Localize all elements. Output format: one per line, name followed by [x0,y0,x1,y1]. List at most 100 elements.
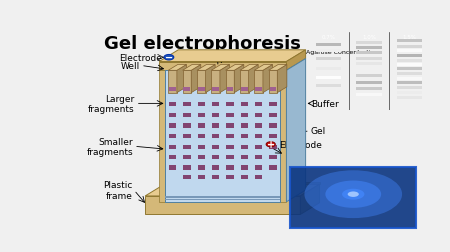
Bar [356,52,382,55]
Polygon shape [225,71,234,93]
Polygon shape [241,145,248,150]
Polygon shape [166,197,280,198]
Polygon shape [270,124,277,128]
Circle shape [164,55,174,61]
Bar [396,55,423,58]
Polygon shape [169,166,176,170]
Polygon shape [270,166,277,170]
Polygon shape [198,155,205,160]
Bar [396,73,423,76]
Polygon shape [198,103,205,107]
Bar [315,50,342,53]
Bar [356,75,382,78]
Polygon shape [270,135,277,139]
Polygon shape [169,114,176,118]
Text: Electrode: Electrode [119,53,162,62]
Polygon shape [206,65,215,93]
Polygon shape [177,65,186,93]
Polygon shape [159,62,287,71]
Polygon shape [212,145,219,150]
Polygon shape [183,114,190,118]
Polygon shape [241,114,248,118]
Polygon shape [145,184,320,196]
Polygon shape [183,103,190,107]
Polygon shape [241,175,248,179]
Polygon shape [212,175,219,179]
Polygon shape [212,135,219,139]
Polygon shape [226,114,234,118]
Polygon shape [169,88,176,92]
Bar [396,59,423,62]
Polygon shape [212,65,230,71]
Text: 0.7%: 0.7% [322,35,335,40]
Bar [356,69,382,72]
Polygon shape [255,145,262,150]
Polygon shape [198,135,205,139]
Polygon shape [183,71,191,93]
Text: Gel: Gel [311,127,326,136]
Polygon shape [212,155,219,160]
Polygon shape [240,65,258,71]
Polygon shape [183,175,190,179]
Bar [396,77,423,80]
Polygon shape [255,88,262,92]
Text: Electrode: Electrode [279,140,322,149]
Text: Plastic
frame: Plastic frame [104,181,133,200]
Bar [315,84,342,87]
Polygon shape [270,103,277,107]
Text: +: + [267,140,275,150]
Bar [356,62,382,66]
Text: Well: Well [121,62,140,71]
Bar [315,58,342,61]
Polygon shape [255,124,262,128]
Polygon shape [225,65,244,71]
Text: 1.0%: 1.0% [362,35,376,40]
Bar [356,58,382,61]
Bar [396,68,423,71]
Polygon shape [255,166,262,170]
Polygon shape [191,65,201,93]
Polygon shape [241,155,248,160]
Polygon shape [198,175,205,179]
Polygon shape [145,196,301,215]
Bar [396,45,423,48]
Polygon shape [226,175,234,179]
Polygon shape [255,135,262,139]
Polygon shape [183,135,190,139]
Polygon shape [198,114,205,118]
Polygon shape [212,166,219,170]
Polygon shape [241,166,248,170]
Polygon shape [226,145,234,150]
Bar [396,50,423,53]
Polygon shape [301,184,320,215]
Polygon shape [226,103,234,107]
Bar [315,67,342,70]
Polygon shape [169,135,176,139]
Polygon shape [226,135,234,139]
Polygon shape [183,65,201,71]
Polygon shape [241,124,248,128]
Polygon shape [254,71,263,93]
Polygon shape [198,88,205,92]
Polygon shape [270,88,276,92]
Polygon shape [159,51,306,62]
Circle shape [304,171,402,218]
Polygon shape [255,103,262,107]
Bar [315,44,342,47]
Bar [356,42,382,44]
Text: −: − [165,53,173,63]
Bar [396,96,423,99]
Polygon shape [183,166,190,170]
Polygon shape [270,114,277,118]
Polygon shape [198,124,205,128]
Polygon shape [255,155,262,160]
Polygon shape [220,65,230,93]
Text: Smaller
fragments: Smaller fragments [86,137,133,156]
Polygon shape [234,65,244,93]
Text: Larger
fragments: Larger fragments [88,94,135,114]
Polygon shape [183,155,190,160]
Polygon shape [269,71,277,93]
Polygon shape [168,65,186,71]
Circle shape [342,189,364,200]
Polygon shape [169,124,176,128]
